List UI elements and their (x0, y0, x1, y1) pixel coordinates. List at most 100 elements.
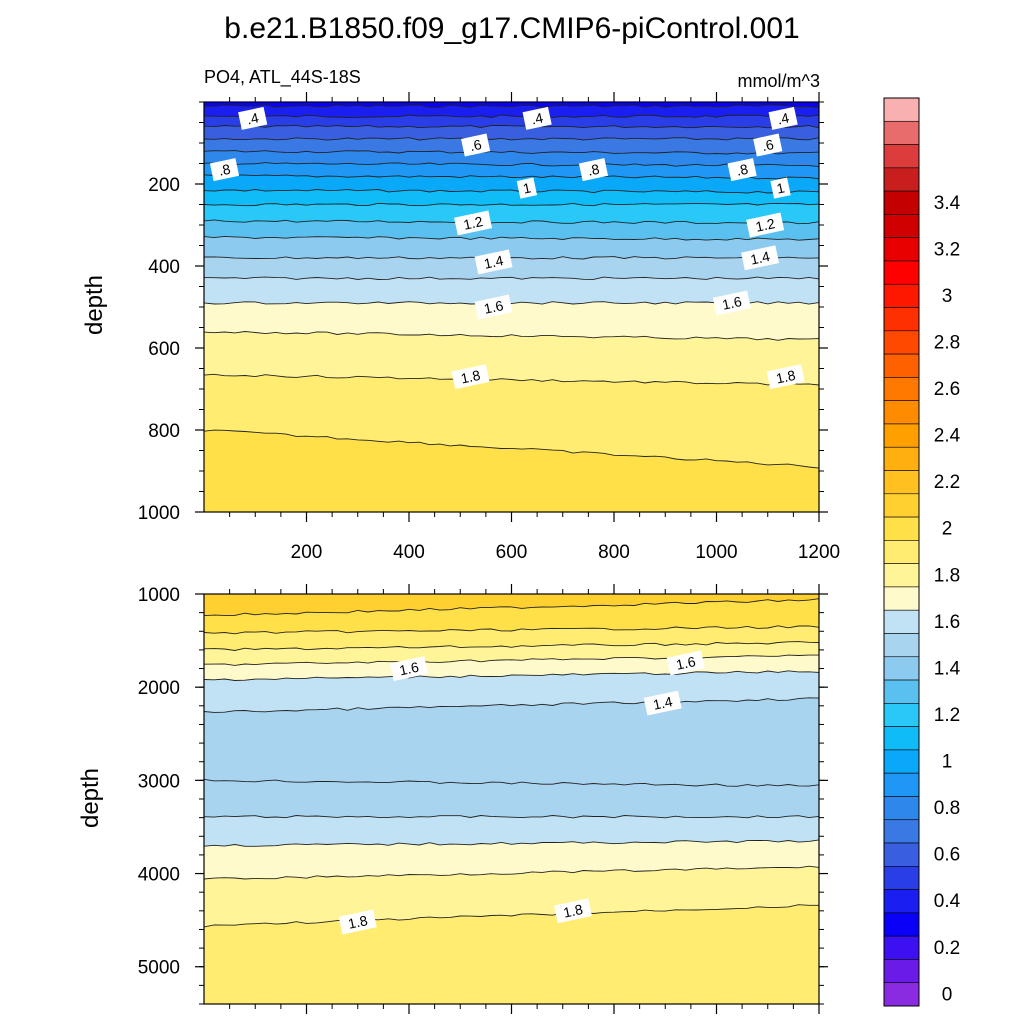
contour-label-text: 1.4 (652, 693, 675, 713)
colorbar-tick-label: 0.6 (934, 845, 960, 866)
chart-title: b.e21.B1850.f09_g17.CMIP6-piControl.001 (224, 12, 799, 45)
colorbar-tick-label: 0.2 (934, 938, 960, 959)
contour-line (204, 641, 819, 651)
contour-label-text: 1.4 (749, 248, 772, 268)
colorbar-tick-label: 1.2 (934, 705, 960, 726)
colorbar-frame (883, 97, 920, 1007)
colorbar-segment (883, 167, 920, 192)
contour-line (204, 189, 819, 194)
colorbar-segment (883, 586, 920, 611)
y-tick-label: 600 (148, 339, 180, 360)
contour-label: 1.8 (451, 364, 490, 390)
contour-label: .4 (768, 106, 798, 130)
colorbar-segment (883, 470, 920, 495)
colorbar-segment (883, 842, 920, 867)
colorbar-tick-label: 0 (942, 984, 953, 1005)
contour-line (204, 625, 819, 635)
bottom-ylabel: depth (77, 768, 104, 828)
colorbar-segment (883, 540, 920, 564)
top-ylabel: depth (81, 275, 108, 335)
colorbar-tick-label: 0.4 (934, 891, 961, 912)
y-tick-label: 800 (148, 421, 180, 442)
contour-label-text: 1.8 (775, 367, 798, 387)
contour-label-bg (516, 177, 538, 199)
contour-line (204, 276, 819, 280)
colorbar-segment (883, 982, 920, 1007)
contour-label: .8 (578, 158, 609, 182)
y-tick-label: 2000 (138, 678, 180, 699)
contour-label-bg (578, 158, 609, 182)
contour-label-text: 1.6 (398, 659, 421, 679)
contour-line (204, 219, 819, 225)
colorbar-segment (883, 516, 920, 541)
colorbar-tick-label: 2.2 (934, 472, 960, 493)
contour-label-bg (338, 909, 377, 935)
colorbar-segment (883, 190, 920, 215)
x-tick-label: 800 (598, 542, 630, 563)
colorbar-segment (883, 237, 920, 262)
colorbar-segment (883, 330, 920, 355)
colorbar-segment (883, 726, 920, 751)
contour-line (204, 778, 819, 787)
colorbar-segment (883, 959, 920, 984)
contour-label-text: 1.2 (462, 213, 485, 233)
contour-line (204, 815, 819, 819)
contour-line (204, 331, 819, 341)
contour-label-text: .4 (776, 109, 791, 127)
colorbar-segment (883, 749, 920, 774)
contour-line (204, 124, 819, 129)
contour-label-bg (768, 106, 798, 130)
contour-line (204, 865, 819, 880)
y-tick-label: 1000 (138, 585, 180, 606)
contour-label-text: .6 (468, 136, 483, 154)
colorbar-segment (883, 493, 920, 518)
contour-label: 1.2 (454, 210, 493, 236)
colorbar-tick-label: 2.8 (934, 332, 960, 353)
contour-label-bg (554, 898, 592, 924)
contour-line (204, 654, 819, 666)
colorbar-segment (883, 260, 920, 285)
colorbar-segment (883, 656, 920, 681)
contour-line (204, 202, 819, 207)
colorbar-segment (883, 889, 920, 914)
x-tick-label: 400 (393, 542, 425, 563)
contour-line (204, 670, 819, 681)
y-tick-label: 1000 (138, 503, 180, 524)
x-tick-label: 1200 (798, 542, 840, 563)
contour-label-text: 1 (521, 179, 532, 196)
colorbar-segment (883, 679, 920, 704)
contour-label-bg (770, 177, 791, 199)
contour-label-text: .8 (735, 161, 750, 179)
colorbar-segment (883, 283, 920, 308)
colorbar-segment (883, 214, 920, 238)
colorbar-segment (883, 97, 920, 122)
y-tick-label: 3000 (138, 771, 180, 792)
colorbar-tick-label: 3.2 (934, 239, 960, 260)
colorbar-segment (883, 446, 920, 471)
contour-label-text: .4 (530, 109, 545, 127)
contour-label-bg (727, 158, 757, 182)
contour-label-bg (454, 210, 493, 236)
contour-label: .4 (238, 106, 268, 130)
contour-label-bg (753, 133, 783, 157)
contour-line (204, 235, 819, 241)
contour-line (204, 904, 819, 928)
colorbar-segment (883, 703, 920, 727)
colorbar-tick-label: 2.6 (934, 379, 960, 400)
contour-label: 1 (770, 177, 791, 199)
contour-area: 1.6 1.61.41.81.8 (204, 594, 819, 1004)
contour-label-text: .6 (760, 136, 775, 154)
colorbar-tick-label: 0.8 (934, 798, 960, 819)
colorbar-segment (883, 819, 920, 844)
contour-label-text: .4 (245, 109, 260, 127)
contour-label-text: 1.6 (675, 653, 698, 673)
contour-line (204, 104, 819, 108)
contour-label-bg (390, 656, 428, 681)
contour-label: .8 (727, 158, 757, 182)
contour-label: .6 (753, 133, 783, 157)
contour-line (204, 429, 819, 469)
colorbar-tick-label: 2.4 (934, 426, 961, 447)
contour-label-bg (461, 133, 491, 157)
contour-label-text: 1.6 (721, 293, 744, 313)
